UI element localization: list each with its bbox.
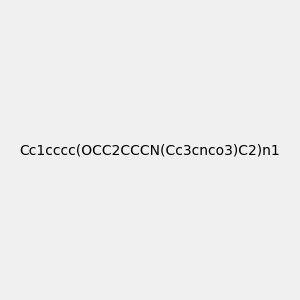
Text: Cc1cccc(OCC2CCCN(Cc3cnco3)C2)n1: Cc1cccc(OCC2CCCN(Cc3cnco3)C2)n1 [20,143,281,157]
